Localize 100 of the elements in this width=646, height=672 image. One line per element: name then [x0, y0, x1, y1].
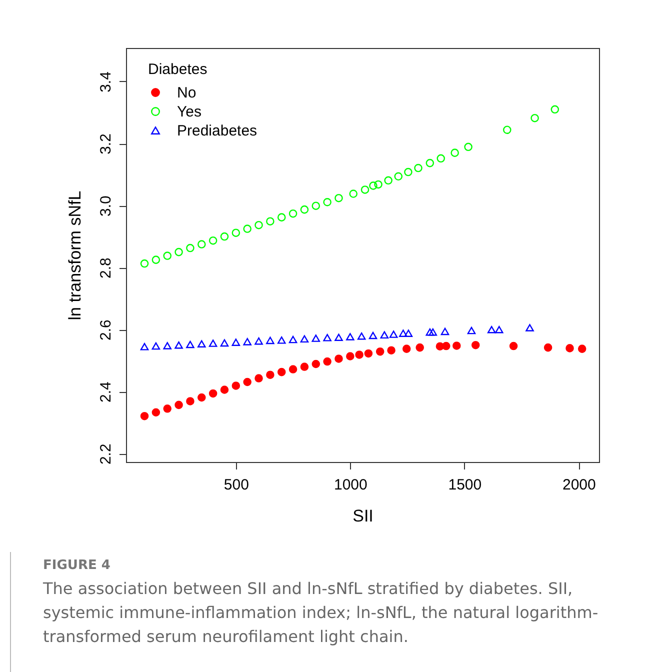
point: [277, 213, 286, 222]
point: [346, 352, 354, 360]
point: [198, 393, 206, 402]
point: [368, 332, 378, 340]
point: [467, 326, 476, 334]
point: [232, 382, 240, 390]
point: [288, 209, 298, 218]
point: [334, 334, 343, 341]
point: [266, 217, 274, 226]
point: [243, 378, 252, 386]
caption: FIGURE 4: [43, 558, 112, 573]
y-tick-label: 3.2: [98, 134, 114, 154]
point: [243, 338, 252, 346]
point: [220, 339, 229, 347]
point: [186, 244, 194, 252]
point: [503, 126, 512, 134]
point: [300, 205, 309, 214]
point: [414, 164, 422, 172]
point: [312, 334, 320, 342]
point: [232, 228, 240, 237]
legend-label: Prediabetes: [177, 122, 258, 140]
legend-label: No: [177, 84, 196, 102]
point: [464, 142, 472, 152]
point: [364, 349, 373, 358]
y-axis-title: ln transform sNfL: [66, 190, 84, 320]
point: [254, 374, 263, 382]
point: [346, 333, 354, 340]
point: [152, 342, 160, 350]
text: The association between SII and ln-sNfL stratified by diabetes. SII, systemic immune-inflammation index; ln-sNfL, the natural logarithm-transformed serum neurofilament light chain.: [43, 578, 600, 648]
point: [360, 186, 370, 194]
point: [323, 357, 332, 366]
point: [323, 198, 332, 206]
point: [440, 328, 450, 336]
point: [334, 194, 343, 202]
point: [334, 354, 343, 363]
point: [220, 386, 229, 394]
point: [140, 412, 149, 420]
point: [243, 224, 252, 233]
point: [232, 338, 240, 346]
point: [300, 362, 309, 371]
point: [384, 176, 392, 185]
point: [277, 336, 286, 344]
point: [526, 324, 534, 332]
point: [550, 105, 560, 114]
point: [566, 344, 574, 352]
point: [323, 334, 332, 342]
point: [288, 365, 298, 374]
point: [198, 240, 206, 248]
point: [312, 202, 320, 210]
point: [578, 344, 586, 353]
point: [404, 330, 413, 337]
point: [208, 236, 218, 245]
point: [389, 330, 398, 338]
point: [487, 326, 496, 334]
point: [349, 190, 358, 198]
point: [426, 328, 434, 336]
point: [266, 336, 274, 344]
point: [163, 252, 172, 260]
y-tick-label: 2.2: [98, 444, 114, 465]
point: [152, 256, 160, 264]
point: [140, 259, 149, 268]
legend-title: Diabetes: [148, 61, 208, 78]
point: [376, 347, 384, 356]
point: [186, 397, 194, 406]
y-tick-label: 2.8: [98, 258, 114, 278]
point: [426, 158, 434, 168]
point: [208, 389, 218, 398]
legend-label: Yes: [177, 104, 202, 120]
point: [450, 148, 459, 157]
point: [174, 341, 183, 349]
point: [394, 172, 403, 181]
point: [416, 343, 424, 352]
y-tick-label: 2.6: [98, 320, 114, 341]
x-tick-label: 1000: [334, 476, 368, 494]
point: [152, 408, 160, 417]
point: [355, 350, 364, 359]
point: [186, 340, 194, 348]
point: [254, 220, 263, 230]
point: [357, 332, 366, 340]
point: [428, 328, 438, 336]
point: [380, 331, 389, 339]
point: [436, 154, 446, 163]
point: [140, 342, 149, 350]
point: [544, 343, 552, 352]
point: [163, 342, 172, 350]
point: [174, 248, 183, 256]
point: [509, 342, 518, 350]
point: [452, 342, 461, 350]
point: [198, 340, 206, 348]
point: [495, 326, 504, 334]
x-tick-label: 2000: [562, 476, 596, 494]
y-tick-label: 3.4: [98, 72, 114, 92]
x-tick-label: 500: [224, 476, 249, 494]
point: [402, 344, 411, 353]
point: [300, 335, 309, 343]
x-axis-title: SII: [352, 506, 374, 526]
point: [266, 370, 274, 379]
point: [174, 400, 183, 410]
x-tick-label: 1500: [448, 476, 482, 494]
point: [471, 340, 480, 350]
